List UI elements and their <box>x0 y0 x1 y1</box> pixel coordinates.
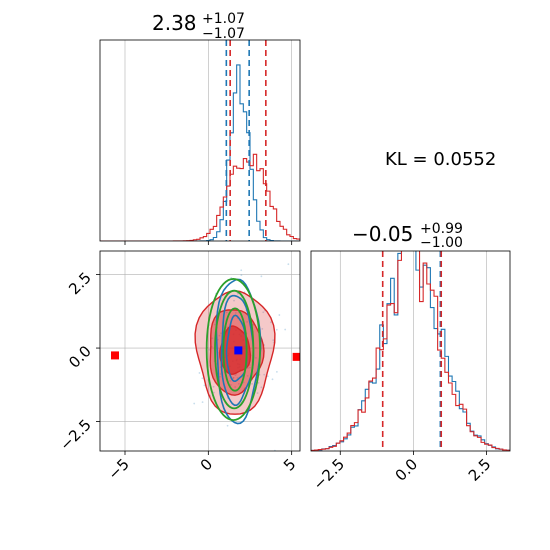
hist-param1-title-upper: +1.07 <box>202 11 245 27</box>
hist-param1-series-0 <box>100 64 300 241</box>
scatter-sample-point <box>230 384 232 386</box>
scatter-sample-point <box>284 328 287 331</box>
scatter-sample-point <box>263 373 266 376</box>
hist-param2-title: −0.05 <box>352 222 413 246</box>
panel-hist-param1: 2.38 +1.07 −1.07 <box>99 11 301 245</box>
scatter-sample-point <box>203 384 206 387</box>
scatter-sample-point <box>287 263 290 266</box>
scatter-sample-point <box>252 323 255 326</box>
scatter-sample-point <box>260 386 263 389</box>
scatter-sample-point <box>220 332 222 335</box>
scatter-sample-point <box>201 401 204 404</box>
scatter-sample-point <box>229 380 231 382</box>
scatter-sample-point <box>213 323 216 326</box>
scatter-sample-point <box>246 367 249 369</box>
scatter-sample-point <box>240 269 243 272</box>
scatter-blue-contour <box>220 294 255 406</box>
scatter-sample-point <box>251 383 253 385</box>
scatter-sample-point <box>234 312 237 314</box>
hist-param1-title-lower: −1.07 <box>202 26 245 42</box>
scatter-sample-point <box>226 326 228 329</box>
scatter-sample-point <box>201 377 204 380</box>
scatter-sample-point <box>260 275 263 278</box>
scatter-outlier-marker <box>292 352 300 361</box>
scatter-sample-point <box>255 357 257 359</box>
scatter-sample-point <box>248 366 251 369</box>
scatter-sample-point <box>234 374 237 377</box>
scatter-truth-marker <box>234 346 243 355</box>
panel-hist-param2: −2.5 0.0 2.5 −0.05 +0.99 −1.00 <box>310 221 511 494</box>
scatter-sample-point <box>306 346 308 348</box>
scatter-sample-point <box>272 339 275 342</box>
scatter-sample-point <box>261 327 264 330</box>
scatter-sample-point <box>226 424 229 427</box>
scatter-green-contour <box>222 307 248 392</box>
scatter-sample-point <box>240 274 243 277</box>
kl-annotation: KL = 0.0552 <box>385 149 496 170</box>
scatter-sample-point <box>198 372 201 374</box>
scatter-sample-point <box>246 374 249 377</box>
scatter-outlier-marker <box>111 351 119 360</box>
scatter-green-contour <box>214 289 255 410</box>
hist-param2-xtick-label: 0.0 <box>392 455 422 485</box>
scatter-sample-point <box>275 371 278 373</box>
scatter-blue-contour <box>225 314 248 382</box>
scatter-sample-point <box>254 346 257 349</box>
scatter-sample-point <box>237 382 240 385</box>
hist-param2-xtick-label: 2.5 <box>465 455 495 485</box>
scatter-sample-point <box>262 311 265 314</box>
scatter-ytick-label: 2.5 <box>65 269 95 299</box>
scatter-sample-point <box>219 373 222 375</box>
scatter-sample-point <box>233 299 235 302</box>
scatter-sample-point <box>257 381 260 384</box>
hist-param2-frame <box>310 250 511 452</box>
hist-param1-frame <box>99 39 301 242</box>
scatter-sample-point <box>219 375 221 378</box>
scatter-xtick-label: 0 <box>197 455 216 474</box>
hist-param2-title-main: −0.05 <box>352 222 413 246</box>
scatter-sample-point <box>211 337 214 340</box>
scatter-ytick-label: 0.0 <box>65 342 95 372</box>
scatter-sample-point <box>271 378 274 381</box>
hist-param1-title-main: 2.38 <box>152 11 197 35</box>
scatter-sample-point <box>256 392 259 394</box>
hist-param1-title: 2.38 <box>152 11 197 35</box>
scatter-sample-point <box>193 402 196 405</box>
hist-param2-series-0 <box>311 251 510 451</box>
scatter-sample-point <box>270 321 272 324</box>
scatter-green-contour <box>205 278 261 422</box>
scatter-sample-point <box>225 311 228 314</box>
scatter-sample-point <box>208 348 211 351</box>
scatter-xtick-label: −5 <box>104 455 132 483</box>
scatter-frame <box>99 250 301 452</box>
scatter-sample-point <box>236 292 239 295</box>
scatter-sample-point <box>266 375 269 378</box>
panel-scatter: −5 0 5 −2.5 0.0 2.5 <box>56 250 308 483</box>
scatter-sample-point <box>212 385 215 388</box>
hist-param2-xtick-label: −2.5 <box>310 455 348 493</box>
scatter-sample-point <box>278 314 281 316</box>
hist-param2-title-lower: −1.00 <box>420 235 463 251</box>
scatter-sample-point <box>218 334 221 337</box>
scatter-sample-point <box>236 376 239 379</box>
hist-param2-title-upper: +0.99 <box>420 221 463 237</box>
scatter-ytick-label: −2.5 <box>56 416 94 454</box>
scatter-sample-point <box>234 386 237 388</box>
scatter-sample-point <box>232 376 235 379</box>
hist-param2-series-1 <box>311 251 510 451</box>
scatter-xtick-label: 5 <box>280 455 299 474</box>
scatter-sample-point <box>275 328 278 331</box>
hist-param1-series-1 <box>100 153 300 241</box>
scatter-sample-point <box>212 391 215 394</box>
scatter-sample-point <box>232 377 235 379</box>
scatter-sample-point <box>246 321 249 323</box>
